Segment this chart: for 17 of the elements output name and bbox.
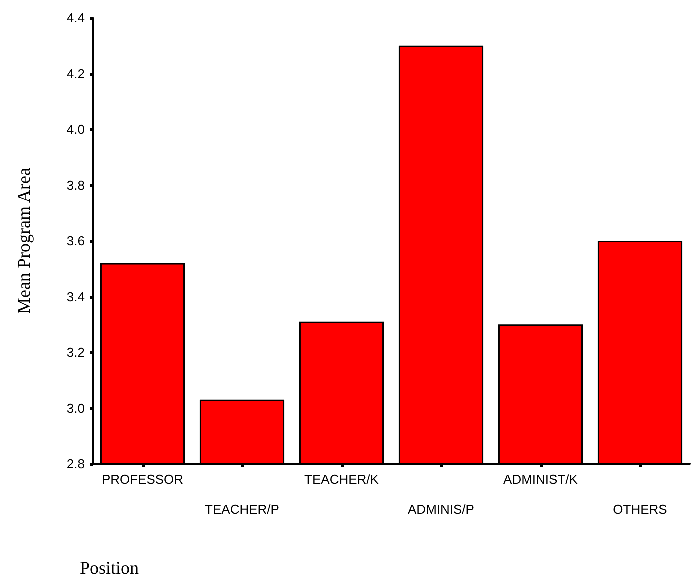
x-tick-label: TEACHER/K: [304, 472, 380, 487]
x-tick-label: ADMINIST/K: [504, 472, 578, 487]
x-tick-label: OTHERS: [613, 502, 668, 517]
y-tick-label: 2.8: [66, 456, 85, 472]
y-tick-label: 4.4: [66, 10, 85, 26]
x-axis-title: Position: [80, 558, 140, 578]
y-tick-label: 3.2: [66, 345, 85, 360]
x-tick-label: TEACHER/P: [205, 502, 280, 517]
x-tick-label: ADMINIS/P: [408, 502, 474, 517]
y-tick-label: 4.2: [66, 66, 85, 82]
y-tick-label: 3.8: [66, 178, 85, 193]
y-tick-label: 3.4: [66, 289, 85, 304]
y-tick-label: 3.6: [66, 234, 85, 248]
x-tick-label: PROFESSOR: [102, 472, 184, 487]
y-tick-label: 4.0: [66, 122, 85, 137]
y-axis-title: Mean Program Area: [14, 168, 34, 314]
y-tick-label: 3.0: [66, 400, 85, 416]
